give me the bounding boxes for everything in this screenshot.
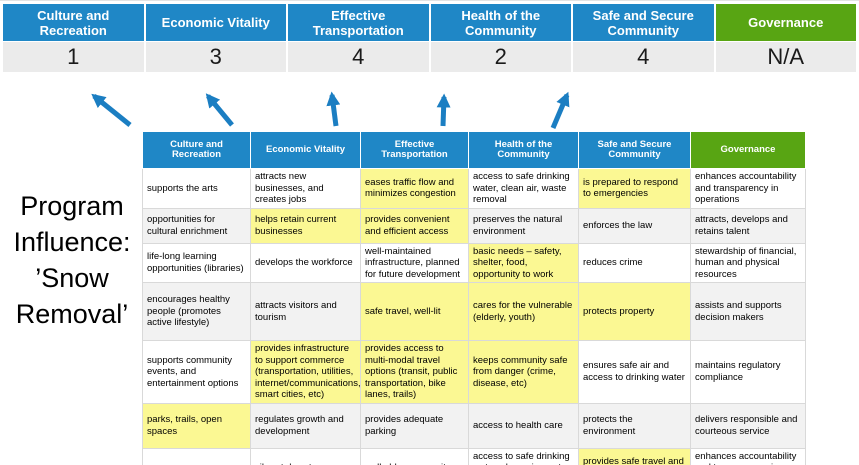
matrix-cell: attracts visitors and tourism	[250, 282, 361, 341]
matrix-column-header: Health of the Community	[468, 131, 579, 169]
matrix-cell: reduces crime	[578, 242, 691, 283]
score-column: Safe and Secure Community 4	[573, 4, 714, 72]
matrix-column-header: Effective Transportation	[360, 131, 469, 169]
score-category-label: Culture and Recreation	[3, 4, 144, 41]
matrix-cell: protects property	[578, 282, 691, 341]
matrix-cell: provides safe travel and mobility	[578, 447, 691, 465]
matrix-column-header: Culture and Recreation	[142, 131, 251, 169]
score-column: Economic Vitality 3	[145, 4, 286, 72]
matrix-cell: supports the arts	[142, 168, 251, 209]
matrix-cell: enforces the law	[578, 207, 691, 244]
program-influence-title: Program Influence: ’Snow Removal’	[13, 191, 131, 329]
matrix-cell: attracts, develops and retains talent	[690, 207, 806, 244]
scoreboard: Culture and Recreation 1 Economic Vitality…	[3, 4, 856, 72]
matrix-cell: eases traffic flow and minimizes congest…	[360, 168, 469, 209]
score-category-label: Safe and Secure Community	[573, 4, 714, 41]
matrix-cell: access to safe drinking water, clean air…	[468, 447, 579, 465]
matrix-cell: helps retain current businesses	[250, 207, 361, 244]
matrix-cell: provides access to multi-modal travel op…	[360, 340, 469, 404]
score-value: 4	[288, 42, 429, 72]
arrow-economic	[205, 93, 234, 127]
arrow-group	[91, 91, 570, 129]
matrix-cell: provides convenient and efficient access	[360, 207, 469, 244]
influence-matrix: Culture and Recreation Economic Vitality E…	[142, 131, 806, 465]
matrix-column-header: Safe and Secure Community	[578, 131, 691, 169]
matrix-cell: encourages healthy people (promotes acti…	[142, 282, 251, 341]
matrix-row: supports community events, and entertain…	[142, 340, 806, 404]
matrix-cell: provides adequate parking	[360, 402, 469, 449]
score-column: Culture and Recreation 1	[3, 4, 144, 72]
matrix-row: life-long learning opportunities (librar…	[142, 242, 806, 283]
score-value: 4	[573, 42, 714, 72]
score-category-label: Effective Transportation	[288, 4, 429, 41]
matrix-cell: delivers responsible and courteous servi…	[690, 402, 806, 449]
matrix-cell: enhances accountability and transparency…	[690, 168, 806, 209]
matrix-cell: opportunities for cultural enrichment	[142, 207, 251, 244]
matrix-cell: provides infrastructure to support comme…	[250, 340, 361, 404]
arrow-health	[436, 93, 451, 127]
matrix-cell: life-long learning opportunities (librar…	[142, 242, 251, 283]
matrix-row: parks, trails, open spaces regulates grow…	[142, 402, 806, 449]
score-value: 3	[145, 42, 286, 72]
matrix-cell: well-maintained infrastructure, planned …	[360, 242, 469, 283]
matrix-cell: access to safe drinking water, clean air…	[468, 168, 579, 209]
matrix-cell: safe travel, well-lit	[360, 282, 469, 341]
score-value: N/A	[715, 42, 856, 72]
matrix-row: supports the arts attracts new businesses…	[142, 168, 806, 209]
matrix-column-header: Economic Vitality	[250, 131, 361, 169]
score-column: Effective Transportation 4	[288, 4, 429, 72]
matrix-cell: access to health care	[468, 402, 579, 449]
arrow-transportation	[326, 91, 341, 127]
matrix-cell: develops the workforce	[250, 242, 361, 283]
matrix-cell: assists and supports decision makers	[690, 282, 806, 341]
matrix-cell: vibrant downtown	[250, 447, 361, 465]
matrix-cell: supports community events, and entertain…	[142, 340, 251, 404]
matrix-row: opportunities for cultural enrichment hel…	[142, 207, 806, 244]
arrow-culture	[91, 93, 132, 127]
score-column: Health of the Community 2	[430, 4, 571, 72]
matrix-row: encourages healthy people (promotes acti…	[142, 282, 806, 341]
matrix-cell: ensures safe air and access to drinking …	[578, 340, 691, 404]
score-category-label: Health of the Community	[430, 4, 571, 41]
score-value: 1	[3, 42, 144, 72]
matrix-cell: walkable community	[360, 447, 469, 465]
matrix-cell: basic needs – safety, shelter, food, opp…	[468, 242, 579, 283]
matrix-cell: parks, trails, open spaces	[142, 402, 251, 449]
matrix-row: vibrant downtownwalkable communityaccess…	[142, 447, 806, 465]
matrix-cell: keeps community safe from danger (crime,…	[468, 340, 579, 404]
matrix-cell: protects the environment	[578, 402, 691, 449]
matrix-cell: regulates growth and development	[250, 402, 361, 449]
matrix-column-header: Governance	[690, 131, 806, 169]
matrix-cell: cares for the vulnerable (elderly, youth…	[468, 282, 579, 341]
score-category-label: Governance	[715, 4, 856, 41]
matrix-cell: attracts new businesses, and creates job…	[250, 168, 361, 209]
matrix-cell	[142, 447, 251, 465]
score-column: Governance N/A	[715, 4, 856, 72]
score-category-label: Economic Vitality	[145, 4, 286, 41]
score-value: 2	[430, 42, 571, 72]
matrix-cell: stewardship of financial, human and phys…	[690, 242, 806, 283]
arrow-safe	[550, 91, 570, 129]
matrix-cell: enhances accountability and transparency…	[690, 447, 806, 465]
matrix-header-row: Culture and Recreation Economic Vitality E…	[142, 131, 806, 169]
matrix-cell: is prepared to respond to emergencies	[578, 168, 691, 209]
matrix-cell: maintains regulatory compliance	[690, 340, 806, 404]
matrix-cell: preserves the natural environment	[468, 207, 579, 244]
